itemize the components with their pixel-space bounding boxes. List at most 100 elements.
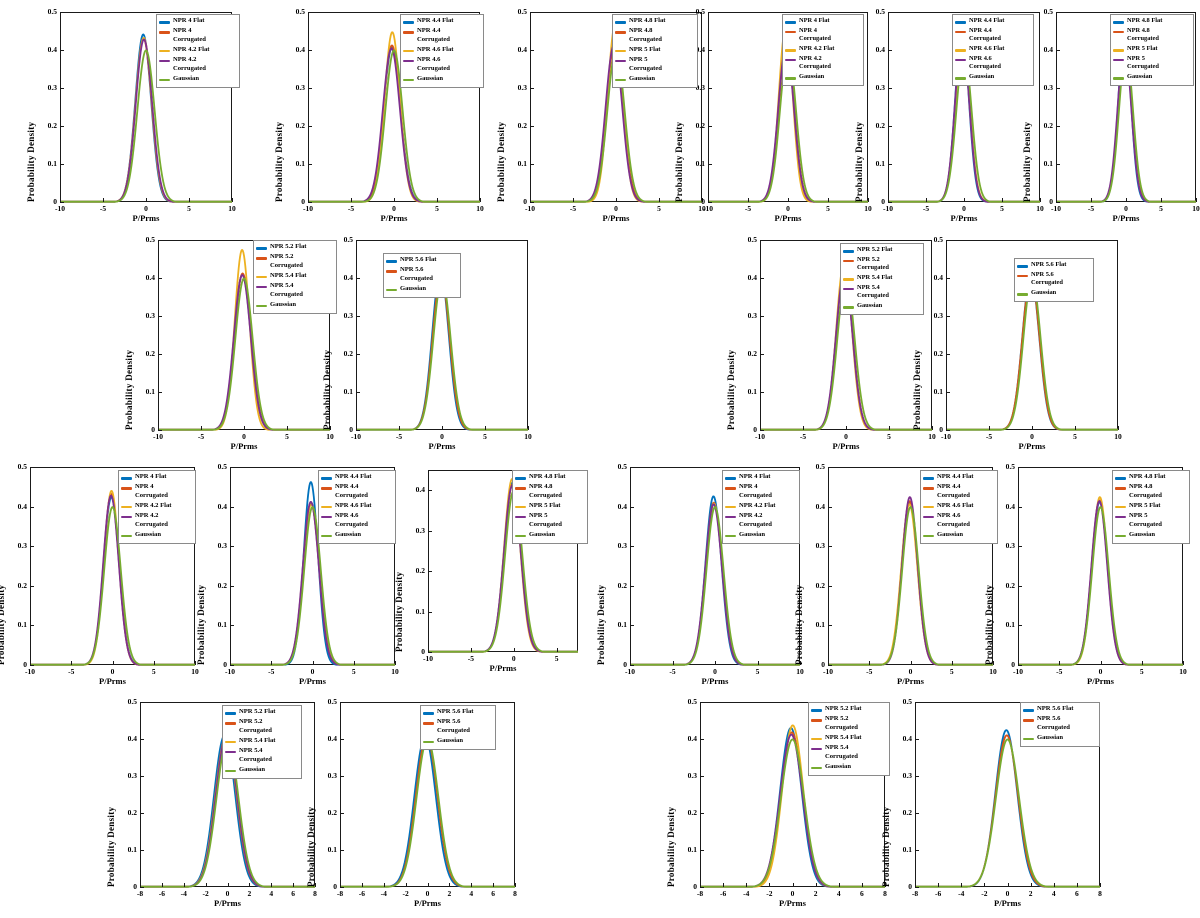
- legend-item[interactable]: NPR 4.4 Flat: [955, 17, 1030, 26]
- legend-item[interactable]: Gaussian: [225, 766, 298, 775]
- legend-item[interactable]: NPR 5.6 Flat: [1023, 705, 1096, 714]
- legend-item[interactable]: Gaussian: [615, 75, 694, 84]
- legend-item[interactable]: NPR 5 Flat: [515, 502, 584, 511]
- legend-item[interactable]: NPR 5.6 Corrugated: [423, 718, 492, 736]
- legend[interactable]: NPR 4 Flat NPR 4 Corrugated NPR 4.2 Flat NP…: [722, 470, 800, 544]
- legend[interactable]: NPR 4.4 Flat NPR 4.4 Corrugated NPR 4.6 Fl…: [400, 14, 484, 88]
- legend-item[interactable]: NPR 4.2 Flat: [725, 502, 796, 511]
- legend-item[interactable]: NPR 4.2 Flat: [121, 502, 192, 511]
- legend-item[interactable]: NPR 5.6 Corrugated: [1017, 271, 1090, 288]
- legend-item[interactable]: NPR 5.6 Flat: [423, 708, 492, 717]
- legend-item[interactable]: NPR 4.8 Flat: [515, 473, 584, 482]
- legend-item[interactable]: NPR 5.4 Corrugated: [256, 282, 333, 300]
- legend-item[interactable]: NPR 5.2 Flat: [225, 708, 298, 717]
- legend-item[interactable]: Gaussian: [1115, 531, 1186, 540]
- legend-item[interactable]: NPR 5.4 Flat: [811, 734, 886, 743]
- legend-item[interactable]: NPR 5.4 Flat: [256, 272, 333, 281]
- legend-item[interactable]: Gaussian: [159, 75, 236, 84]
- legend-item[interactable]: Gaussian: [785, 73, 860, 82]
- legend-item[interactable]: NPR 4.2 Corrugated: [121, 512, 192, 530]
- legend-item[interactable]: NPR 4.4 Corrugated: [955, 27, 1030, 44]
- legend-item[interactable]: NPR 4.6 Corrugated: [321, 512, 392, 530]
- legend[interactable]: NPR 4.4 Flat NPR 4.4 Corrugated NPR 4.6 Fl…: [318, 470, 396, 544]
- legend[interactable]: NPR 5.6 Flat NPR 5.6 Corrugated Gaussian: [420, 705, 496, 750]
- legend-item[interactable]: NPR 4.6 Flat: [403, 46, 480, 55]
- legend[interactable]: NPR 5.2 Flat NPR 5.2 Corrugated NPR 5.4 Fl…: [222, 705, 302, 779]
- legend[interactable]: NPR 4 Flat NPR 4 Corrugated NPR 4.2 Flat NP…: [156, 14, 240, 88]
- legend[interactable]: NPR 4.8 Flat NPR 4.8 Corrugated NPR 5 Flat…: [1110, 14, 1194, 86]
- legend-item[interactable]: Gaussian: [121, 531, 192, 540]
- legend-item[interactable]: NPR 4.2 Corrugated: [159, 56, 236, 74]
- legend[interactable]: NPR 4.8 Flat NPR 4.8 Corrugated NPR 5 Flat…: [512, 470, 588, 544]
- legend[interactable]: NPR 4.8 Flat NPR 4.8 Corrugated NPR 5 Flat…: [1112, 470, 1190, 544]
- legend-item[interactable]: NPR 4.6 Flat: [955, 45, 1030, 54]
- legend-item[interactable]: NPR 5.4 Flat: [225, 737, 298, 746]
- legend-item[interactable]: NPR 5.2 Corrugated: [811, 715, 886, 733]
- legend-item[interactable]: NPR 4 Flat: [785, 17, 860, 26]
- legend-item[interactable]: NPR 5.4 Corrugated: [225, 747, 298, 765]
- legend[interactable]: NPR 4 Flat NPR 4 Corrugated NPR 4.2 Flat NP…: [118, 470, 196, 544]
- legend-item[interactable]: NPR 4 Corrugated: [785, 27, 860, 44]
- legend-item[interactable]: NPR 4 Flat: [725, 473, 796, 482]
- legend-item[interactable]: NPR 4.2 Corrugated: [725, 512, 796, 530]
- legend-item[interactable]: NPR 5 Flat: [1113, 45, 1190, 54]
- legend-item[interactable]: NPR 5.2 Corrugated: [256, 253, 333, 271]
- legend-item[interactable]: NPR 4.8 Corrugated: [515, 483, 584, 501]
- legend-item[interactable]: Gaussian: [1017, 289, 1090, 298]
- legend-item[interactable]: NPR 4 Corrugated: [121, 483, 192, 501]
- legend-item[interactable]: Gaussian: [725, 531, 796, 540]
- legend-item[interactable]: NPR 4.2 Corrugated: [785, 55, 860, 72]
- legend-item[interactable]: NPR 5 Corrugated: [615, 56, 694, 74]
- legend-item[interactable]: NPR 4.4 Corrugated: [923, 483, 994, 501]
- legend-item[interactable]: Gaussian: [955, 73, 1030, 82]
- legend-item[interactable]: NPR 5.6 Flat: [386, 256, 457, 265]
- legend-item[interactable]: NPR 4.8 Corrugated: [1113, 27, 1190, 44]
- legend-item[interactable]: NPR 5.6 Flat: [1017, 261, 1090, 270]
- legend-item[interactable]: NPR 5 Corrugated: [1113, 55, 1190, 72]
- legend-item[interactable]: Gaussian: [1023, 734, 1096, 743]
- legend-item[interactable]: NPR 5.2 Flat: [256, 243, 333, 252]
- legend-item[interactable]: NPR 5.6 Corrugated: [386, 266, 457, 284]
- legend[interactable]: NPR 4 Flat NPR 4 Corrugated NPR 4.2 Flat NP…: [782, 14, 864, 86]
- legend-item[interactable]: NPR 5.2 Corrugated: [843, 256, 920, 273]
- legend-item[interactable]: NPR 5.2 Corrugated: [225, 718, 298, 736]
- legend-item[interactable]: NPR 4.4 Corrugated: [321, 483, 392, 501]
- legend-item[interactable]: NPR 5 Flat: [1115, 502, 1186, 511]
- legend[interactable]: NPR 4.8 Flat NPR 4.8 Corrugated NPR 5 Flat…: [612, 14, 698, 88]
- legend-item[interactable]: NPR 4.4 Flat: [923, 473, 994, 482]
- legend[interactable]: NPR 5.6 Flat NPR 5.6 Corrugated Gaussian: [383, 253, 461, 298]
- legend-item[interactable]: Gaussian: [403, 75, 480, 84]
- legend-item[interactable]: NPR 5.6 Corrugated: [1023, 715, 1096, 733]
- legend-item[interactable]: NPR 4.6 Corrugated: [403, 56, 480, 74]
- legend-item[interactable]: NPR 4.2 Flat: [785, 45, 860, 54]
- legend-item[interactable]: Gaussian: [811, 763, 886, 772]
- legend-item[interactable]: NPR 4 Flat: [121, 473, 192, 482]
- legend-item[interactable]: NPR 4.6 Flat: [923, 502, 994, 511]
- legend-item[interactable]: NPR 4.8 Corrugated: [1115, 483, 1186, 501]
- legend-item[interactable]: NPR 5.4 Corrugated: [843, 284, 920, 301]
- legend[interactable]: NPR 5.6 Flat NPR 5.6 Corrugated Gaussian: [1020, 702, 1100, 747]
- legend-item[interactable]: NPR 4.2 Flat: [159, 46, 236, 55]
- legend-item[interactable]: Gaussian: [386, 285, 457, 294]
- legend-item[interactable]: Gaussian: [321, 531, 392, 540]
- legend-item[interactable]: Gaussian: [843, 302, 920, 311]
- legend-item[interactable]: Gaussian: [423, 737, 492, 746]
- legend-item[interactable]: NPR 5.2 Flat: [843, 246, 920, 255]
- legend-item[interactable]: NPR 4.8 Flat: [1115, 473, 1186, 482]
- legend-item[interactable]: NPR 4.8 Flat: [1113, 17, 1190, 26]
- legend-item[interactable]: NPR 5 Corrugated: [1115, 512, 1186, 530]
- legend-item[interactable]: NPR 5.2 Flat: [811, 705, 886, 714]
- legend-item[interactable]: NPR 4.6 Corrugated: [923, 512, 994, 530]
- legend-item[interactable]: NPR 4.4 Corrugated: [403, 27, 480, 45]
- legend[interactable]: NPR 4.4 Flat NPR 4.4 Corrugated NPR 4.6 Fl…: [952, 14, 1034, 86]
- legend[interactable]: NPR 5.2 Flat NPR 5.2 Corrugated NPR 5.4 Fl…: [808, 702, 890, 776]
- legend-item[interactable]: NPR 4 Corrugated: [159, 27, 236, 45]
- legend-item[interactable]: NPR 4 Corrugated: [725, 483, 796, 501]
- legend-item[interactable]: NPR 5 Corrugated: [515, 512, 584, 530]
- legend[interactable]: NPR 5.2 Flat NPR 5.2 Corrugated NPR 5.4 Fl…: [840, 243, 924, 315]
- legend-item[interactable]: Gaussian: [256, 301, 333, 310]
- legend-item[interactable]: NPR 4.8 Corrugated: [615, 27, 694, 45]
- legend-item[interactable]: NPR 4.6 Flat: [321, 502, 392, 511]
- legend-item[interactable]: NPR 5 Flat: [615, 46, 694, 55]
- legend[interactable]: NPR 4.4 Flat NPR 4.4 Corrugated NPR 4.6 Fl…: [920, 470, 998, 544]
